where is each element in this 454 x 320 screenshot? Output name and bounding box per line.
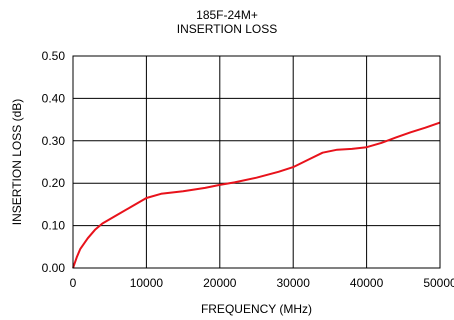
y-axis-label: INSERTION LOSS (dB) — [10, 99, 24, 225]
x-tick-label: 30000 — [277, 276, 311, 290]
y-tick-label: 0.00 — [42, 261, 66, 275]
x-tick-label: 50000 — [423, 276, 454, 290]
series-line — [72, 121, 441, 269]
y-tick-label: 0.40 — [42, 91, 66, 105]
series-group — [72, 121, 441, 269]
x-tick-label: 40000 — [350, 276, 384, 290]
x-tick-label: 0 — [70, 276, 77, 290]
grid-lines — [73, 56, 440, 268]
x-tick-label: 20000 — [203, 276, 237, 290]
tick-labels: 0 10000 20000 30000 40000 50000 0.00 0.10 0.20 0.… — [42, 49, 454, 290]
chart-subtitle: INSERTION LOSS — [176, 22, 278, 36]
y-tick-label: 0.20 — [42, 176, 66, 190]
y-tick-label: 0.30 — [42, 134, 66, 148]
y-tick-label: 0.50 — [42, 49, 66, 63]
y-tick-label: 0.10 — [42, 219, 66, 233]
x-tick-label: 10000 — [130, 276, 164, 290]
plot-frame — [72, 55, 441, 269]
chart-title: 185F-24M+ — [196, 8, 258, 22]
x-axis-label: FREQUENCY (MHz) — [201, 302, 312, 316]
